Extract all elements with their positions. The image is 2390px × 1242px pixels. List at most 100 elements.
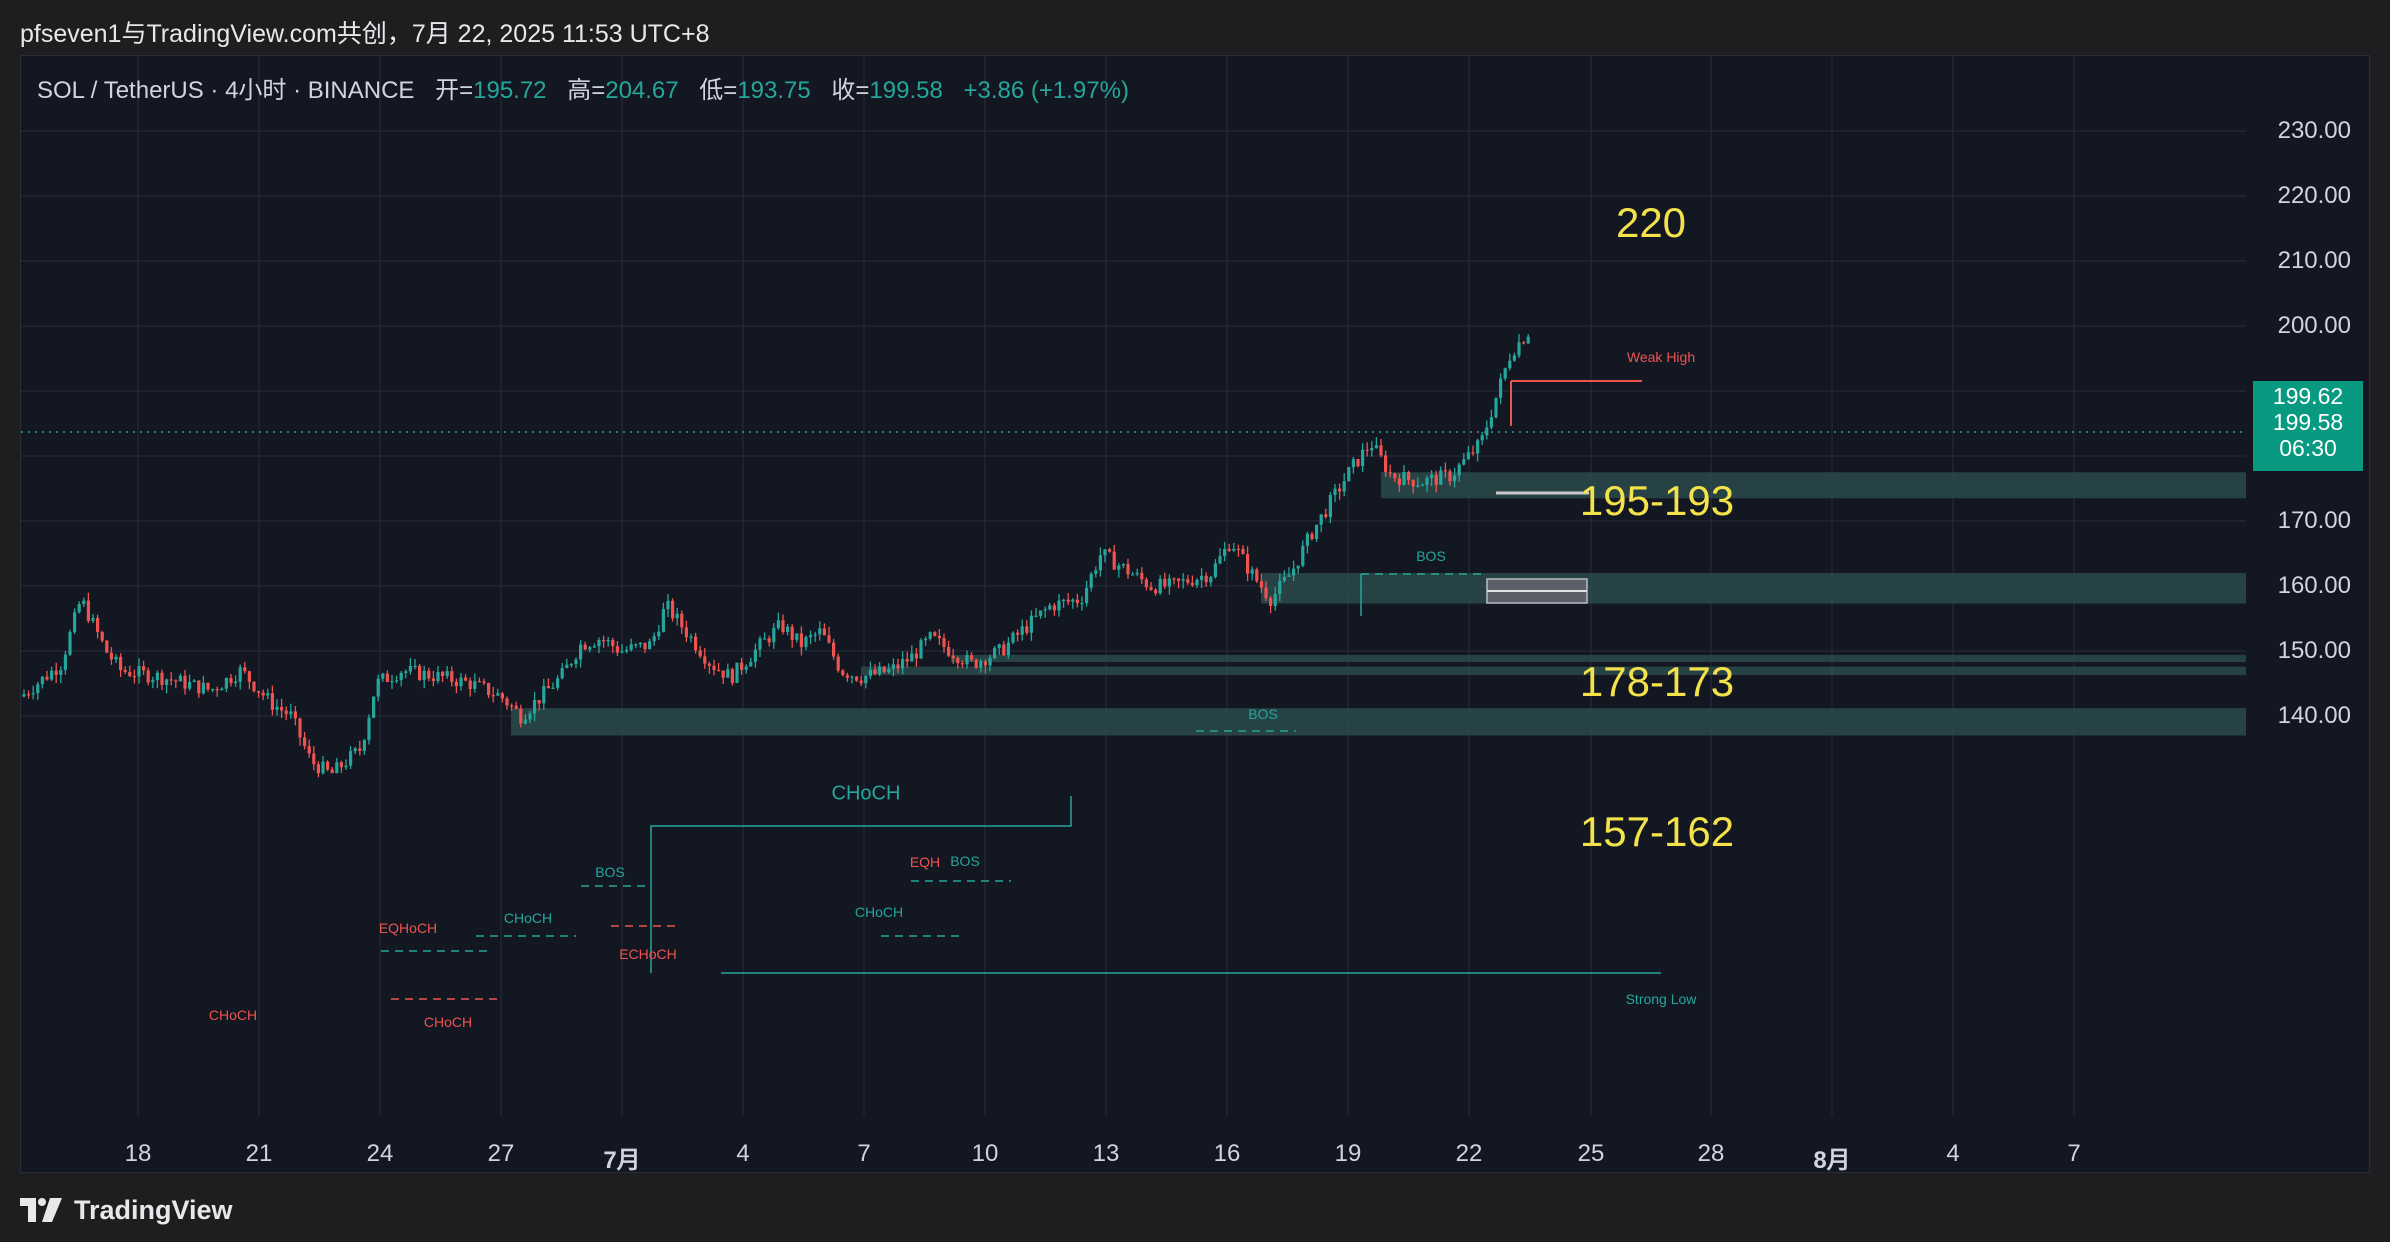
- candle-body: [634, 644, 638, 646]
- tradingview-logo[interactable]: TradingView: [20, 1194, 233, 1226]
- eqhoch-label: EQHoCH: [378, 920, 438, 936]
- candle-body: [36, 684, 40, 694]
- candle-body: [376, 678, 380, 697]
- candle-body: [100, 631, 104, 641]
- candle-body: [514, 705, 518, 709]
- candle-body: [390, 680, 394, 683]
- candle-body: [1278, 580, 1282, 594]
- time-tick-label: 7月: [603, 1147, 641, 1173]
- candle-body: [1328, 495, 1332, 518]
- candle-body: [298, 718, 302, 738]
- candle-body: [717, 670, 721, 672]
- price-tick-label: 230.00: [2277, 117, 2351, 144]
- candle-body: [413, 665, 417, 668]
- candle-body: [592, 646, 596, 648]
- candle-body: [1066, 599, 1070, 602]
- candle-body: [809, 635, 813, 638]
- candle-body: [1384, 455, 1388, 473]
- candle-body: [183, 675, 187, 689]
- candle-body: [818, 628, 822, 635]
- candle-body: [1241, 548, 1245, 555]
- candle-body: [712, 665, 716, 671]
- candle-body: [119, 656, 123, 671]
- candle-body: [1223, 548, 1227, 557]
- price-tick-label: 150.00: [2277, 637, 2351, 664]
- candle-body: [206, 682, 210, 690]
- candle-body: [464, 677, 468, 681]
- choch-label-3: CHoCH: [208, 1007, 258, 1023]
- candle-body: [873, 669, 877, 674]
- candle-body: [523, 719, 527, 724]
- candle-body: [211, 689, 215, 691]
- candle-body: [450, 671, 454, 682]
- zone-thin-1: [951, 654, 2246, 663]
- candle-body: [63, 654, 67, 671]
- candle-body: [1301, 545, 1305, 566]
- candle-body: [1489, 417, 1493, 428]
- time-tick-label: 16: [1213, 1140, 1241, 1167]
- candle-body: [993, 647, 997, 659]
- candle-body: [1112, 551, 1116, 570]
- high-label: 高=: [567, 77, 606, 104]
- candle-body: [155, 672, 159, 681]
- candle-body: [988, 658, 992, 666]
- candle-body: [1499, 378, 1503, 398]
- candle-body: [602, 640, 606, 642]
- candle-body: [1411, 479, 1415, 487]
- candle-body: [703, 656, 707, 664]
- candle-body: [1333, 488, 1337, 496]
- tradingview-logo-icon: [20, 1198, 62, 1222]
- candle-body: [427, 670, 431, 679]
- candle-body: [1351, 459, 1355, 468]
- candle-body: [1075, 599, 1079, 604]
- candle-body: [1140, 572, 1144, 580]
- strong-low-label: Strong Low: [1625, 991, 1697, 1007]
- candle-body: [620, 651, 624, 653]
- choch-label-2: CHoCH: [854, 904, 904, 920]
- open-value: 195.72: [473, 77, 547, 104]
- candle-body: [914, 653, 918, 659]
- candle-body: [1218, 556, 1222, 564]
- header-title: pfseven1与TradingView.com共创，7月 22, 2025 1…: [20, 20, 710, 48]
- candle-body: [1522, 342, 1526, 344]
- bos-label-2: BOS: [1248, 706, 1278, 722]
- candle-body: [845, 675, 849, 678]
- candle-body: [965, 655, 969, 665]
- candle-body: [537, 700, 541, 704]
- candle-body: [1296, 565, 1300, 569]
- candle-body: [54, 670, 58, 675]
- candle-body: [1526, 336, 1530, 344]
- candle-body: [367, 717, 371, 741]
- candle-body: [1305, 533, 1309, 546]
- candle-body: [1085, 587, 1089, 603]
- candle-body: [330, 769, 334, 774]
- eqh-label: EQH: [909, 854, 941, 870]
- candle-body: [551, 687, 555, 689]
- candle-body: [293, 711, 297, 719]
- symbol-name[interactable]: SOL / TetherUS · 4小时 · BINANCE: [37, 77, 415, 104]
- candle-body: [192, 680, 196, 682]
- time-tick-label: 7: [2067, 1140, 2081, 1167]
- candle-body: [22, 694, 26, 697]
- candle-body: [335, 762, 339, 774]
- candle-body: [1039, 610, 1043, 616]
- candle-body: [556, 678, 560, 688]
- candle-body: [114, 656, 118, 660]
- candle-body: [280, 706, 284, 711]
- zone-label-178-173: 178-173: [1579, 658, 1735, 705]
- candle-body: [215, 689, 219, 691]
- candle-body: [827, 635, 831, 643]
- chart-pane[interactable]: SOL / TetherUS · 4小时 · BINANCE 开=195.72 …: [20, 55, 2370, 1173]
- zone-thin-2: [861, 666, 2246, 676]
- candle-body: [45, 676, 49, 680]
- candle-body: [675, 613, 679, 619]
- candle-body: [804, 637, 808, 648]
- choch-label-4: CHoCH: [423, 1014, 473, 1030]
- candle-body: [611, 639, 615, 647]
- candle-body: [326, 761, 330, 770]
- candle-body: [1255, 569, 1259, 582]
- candle-body: [1149, 587, 1153, 590]
- last-price-tag: 199.62 199.58 06:30: [2253, 381, 2363, 471]
- price-chart[interactable]: [21, 56, 2370, 1173]
- candle-body: [201, 682, 205, 694]
